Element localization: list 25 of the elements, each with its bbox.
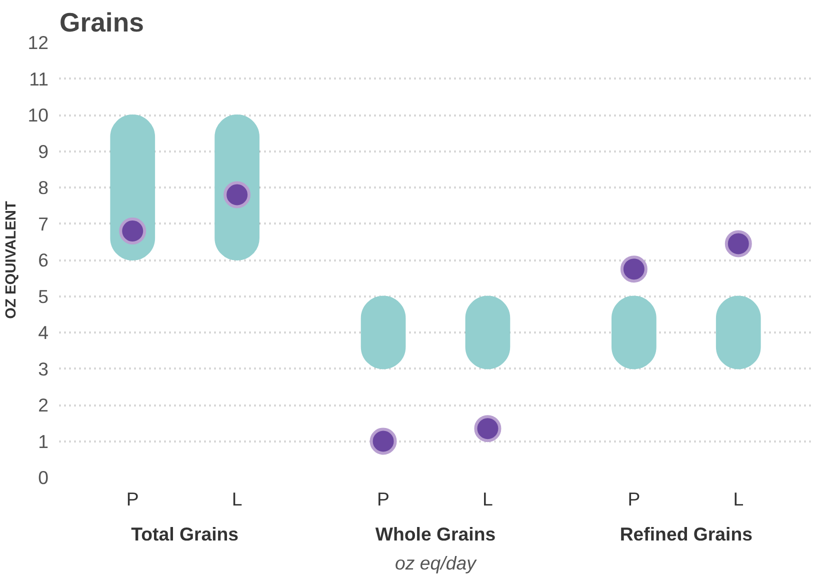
y-tick-label: 5: [38, 286, 49, 307]
text: Total Grains: [131, 524, 239, 544]
x-tick-label: P: [126, 488, 139, 510]
y-tick-label: 3: [38, 358, 49, 380]
x-tick-label: P: [377, 488, 390, 510]
chart-title: Grains: [60, 8, 144, 38]
text: Refined Grains: [620, 524, 753, 544]
x-tick-label: L: [733, 488, 744, 510]
y-tick-label: 9: [38, 140, 49, 162]
y-tick-label: 10: [28, 104, 49, 126]
y-tick-label: 6: [38, 250, 49, 270]
x-tick-label: P: [628, 488, 640, 510]
y-tick-label: 11: [29, 68, 49, 90]
x-tick-label: L: [232, 488, 242, 510]
y-tick-label: 4: [38, 322, 49, 343]
text: Whole Grains: [375, 524, 496, 544]
y-axis-title: OZ EQUIVALENT: [4, 201, 20, 319]
x-tick-label: L: [482, 488, 493, 510]
y-tick-label: 12: [28, 32, 49, 53]
y-tick-label: 2: [38, 394, 49, 416]
x-axis-title: oz eq/day: [395, 552, 478, 574]
y-tick-label: 0: [38, 467, 49, 488]
y-tick-label: 8: [38, 177, 49, 198]
y-tick-label: 1: [38, 430, 49, 452]
y-tick-label: 7: [38, 213, 49, 234]
